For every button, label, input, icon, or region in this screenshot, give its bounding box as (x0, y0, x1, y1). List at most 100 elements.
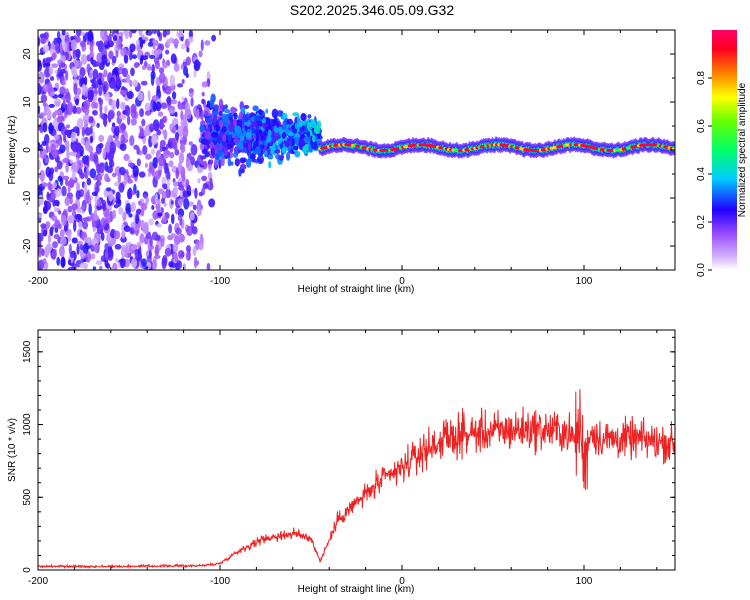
spectrogram-cell (169, 266, 174, 270)
spectrogram-cell (169, 151, 175, 159)
spectrogram-cell (42, 122, 48, 133)
spectrogram-cell (123, 153, 130, 162)
spectrogram-cell (134, 249, 139, 259)
spectrogram-cell (161, 129, 167, 135)
spectrogram-cell (157, 199, 161, 208)
spectrogram-cell (158, 155, 165, 167)
spectrogram-cell (176, 260, 183, 270)
spectrogram-cell (154, 254, 161, 260)
spectrogram-cell (141, 118, 146, 127)
spectrogram-cell (84, 76, 88, 86)
spectrogram-cell (256, 157, 263, 163)
spectrogram-cell (174, 256, 179, 262)
spectrogram-cell (174, 111, 178, 118)
spectrogram-cell (132, 79, 139, 88)
spectrogram-cell (40, 36, 47, 45)
spectrogram-cell (62, 175, 70, 181)
spectrogram-cell (97, 174, 103, 181)
spectrogram-cell (198, 50, 203, 58)
spectrogram-cell (159, 145, 163, 153)
spectrogram-cell (52, 181, 57, 189)
spectrogram-cell (115, 258, 119, 263)
spectrogram-cell (133, 62, 139, 69)
spectrogram-cell (199, 125, 206, 132)
spectrogram-cell (103, 69, 108, 78)
spectrogram-cell (112, 79, 116, 88)
spectrogram-cell (83, 182, 88, 194)
spectrogram-cell (159, 123, 166, 128)
spectrogram-cell (190, 97, 194, 107)
spectrogram-cell (54, 219, 61, 229)
spectrogram-cell (107, 248, 114, 261)
spectrogram-cell (198, 191, 203, 197)
spectrogram-cell (306, 121, 312, 131)
spectrogram-cell (123, 54, 129, 64)
spectrogram-cell (272, 118, 277, 124)
spectrogram-cell (82, 243, 89, 254)
spectrogram-cell (129, 43, 136, 53)
spectrogram-cell (149, 123, 155, 132)
spectrogram-cell (156, 49, 163, 55)
spectrogram-cell (57, 67, 62, 79)
spectrogram-cell (168, 261, 174, 268)
spectrogram-cell (224, 109, 231, 114)
spectrogram-cell (130, 67, 135, 77)
spectrogram-cell (42, 58, 46, 69)
spectrogram-cell (118, 43, 124, 48)
spectrogram-cell (154, 244, 160, 256)
spectrogram-cell (87, 91, 94, 103)
spectrogram-xlabel: Height of straight line (km) (298, 284, 415, 295)
spectrogram-cell (180, 144, 186, 154)
spectrogram-cell (234, 145, 239, 154)
spectrogram-cell (238, 168, 242, 177)
spectrogram-cell (206, 100, 210, 108)
spectrogram-cell (170, 233, 177, 238)
spectrogram-cell (80, 31, 85, 37)
spectrogram-cell (293, 136, 300, 145)
spectrogram-cell (154, 193, 158, 204)
spectrogram-cell (48, 124, 55, 131)
spectrogram-cell (170, 137, 177, 149)
spectrogram-cell (310, 119, 317, 129)
spectrogram-cell (292, 112, 300, 117)
spectrogram-cell (186, 226, 193, 237)
spectrogram-cell (184, 108, 192, 120)
spectrogram-cell (185, 56, 191, 66)
spectrogram-cell (64, 196, 71, 206)
spectrogram-cell (174, 148, 180, 156)
spectrogram-cell (111, 161, 115, 168)
spectrogram-cell (267, 153, 274, 160)
spectrogram-cell (65, 179, 69, 187)
spectrogram-cell (130, 258, 138, 269)
spectrogram-cell (89, 151, 95, 162)
spectrogram-cell (173, 63, 180, 72)
spectrogram-cell (129, 79, 133, 88)
spectrogram-cell (92, 68, 99, 80)
spectrogram-cell (117, 199, 122, 207)
spectrogram-cell (54, 227, 59, 234)
spectrogram-cell (64, 109, 68, 119)
spectrogram-cell (86, 63, 91, 74)
colorbar-gradient (712, 30, 737, 270)
spectrogram-cell (255, 126, 260, 131)
spectrogram-cell (180, 110, 184, 121)
spectrogram-cell (204, 110, 209, 116)
spectrogram-cell (39, 148, 47, 160)
spectrogram-cell (210, 93, 216, 103)
spectrogram-cell (200, 39, 204, 52)
spectrogram-cell (208, 159, 214, 165)
spectrogram-cell (180, 43, 187, 50)
spectrogram-cell (99, 265, 103, 270)
spectrogram-cell (255, 132, 260, 143)
colorbar-tick-label: 0.2 (696, 215, 707, 229)
spectrogram-cell (176, 83, 184, 88)
spectrogram-cell (261, 131, 268, 137)
spectrogram-cell (144, 110, 152, 116)
spectrogram-cell (181, 79, 185, 84)
spectrogram-cell (200, 160, 208, 166)
x-tick-label: -200 (28, 576, 48, 587)
spectrogram-cell (123, 173, 128, 185)
spectrogram-cell (193, 256, 198, 269)
spectrogram-cell (104, 105, 108, 114)
spectrogram-cell (76, 208, 82, 213)
